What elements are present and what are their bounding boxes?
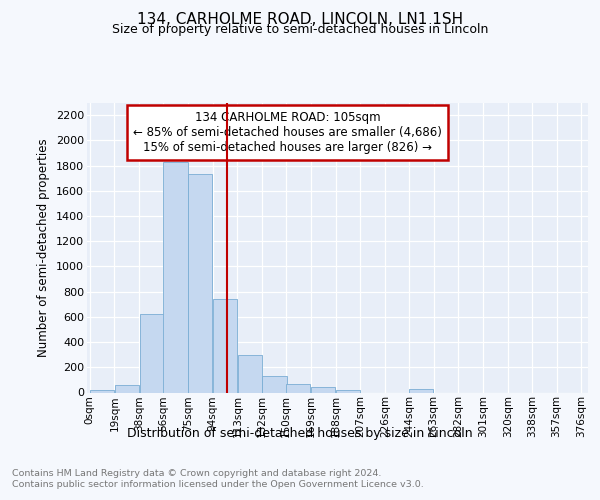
Bar: [286, 384, 310, 392]
Bar: [140, 314, 164, 392]
Bar: [90, 390, 114, 392]
Bar: [409, 388, 433, 392]
Bar: [262, 376, 287, 392]
Bar: [163, 162, 188, 392]
Text: 134, CARHOLME ROAD, LINCOLN, LN1 1SH: 134, CARHOLME ROAD, LINCOLN, LN1 1SH: [137, 12, 463, 28]
Text: 134 CARHOLME ROAD: 105sqm
← 85% of semi-detached houses are smaller (4,686)
15% : 134 CARHOLME ROAD: 105sqm ← 85% of semi-…: [133, 111, 442, 154]
Bar: [336, 390, 360, 392]
Text: Contains HM Land Registry data © Crown copyright and database right 2024.: Contains HM Land Registry data © Crown c…: [12, 469, 382, 478]
Bar: [188, 174, 212, 392]
Text: Distribution of semi-detached houses by size in Lincoln: Distribution of semi-detached houses by …: [127, 428, 473, 440]
Y-axis label: Number of semi-detached properties: Number of semi-detached properties: [37, 138, 50, 357]
Bar: [115, 385, 139, 392]
Text: Contains public sector information licensed under the Open Government Licence v3: Contains public sector information licen…: [12, 480, 424, 489]
Text: Size of property relative to semi-detached houses in Lincoln: Size of property relative to semi-detach…: [112, 24, 488, 36]
Bar: [311, 388, 335, 392]
Bar: [213, 299, 237, 392]
Bar: [238, 354, 262, 393]
